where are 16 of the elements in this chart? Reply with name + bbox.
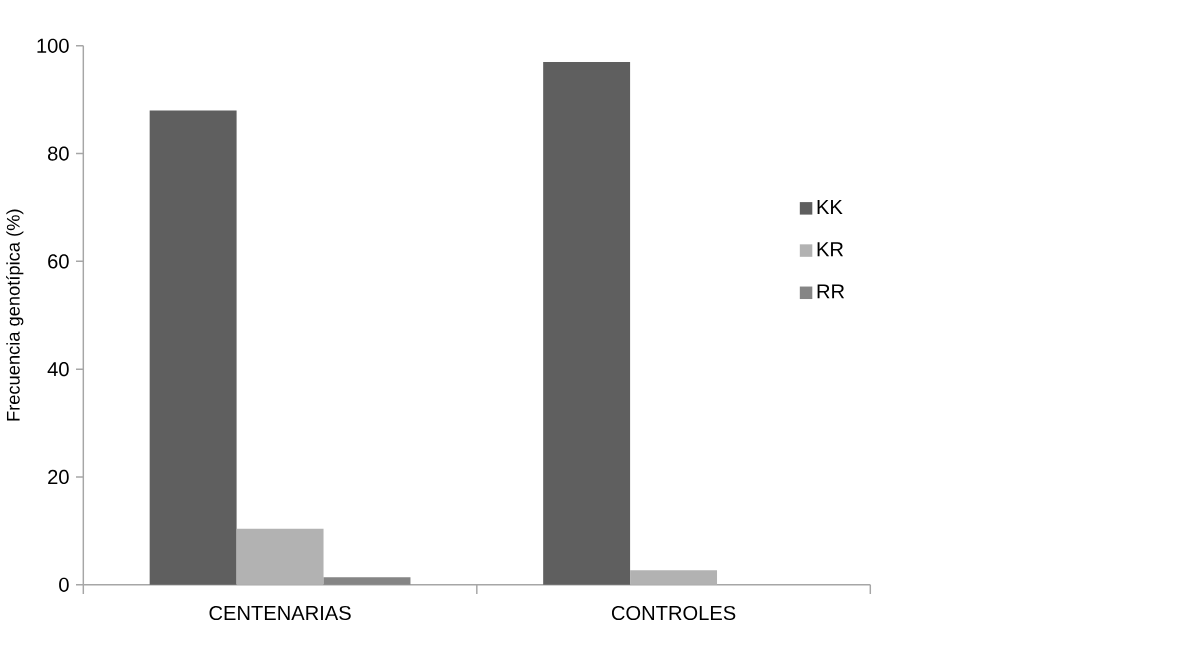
bar xyxy=(149,110,237,585)
y-tick-label: 80 xyxy=(48,146,69,161)
bar xyxy=(236,528,324,585)
y-tick-label: 40 xyxy=(47,362,69,377)
y-tick-label: 100 xyxy=(37,38,69,54)
x-tick-label: CENTENARIAS xyxy=(209,606,351,621)
legend-label: RR xyxy=(817,284,845,299)
legend-label: KR xyxy=(817,242,844,257)
x-tick-label: CONTROLES xyxy=(611,606,736,621)
legend-label: KK xyxy=(817,200,843,215)
y-tick-label: 0 xyxy=(59,577,69,593)
bar xyxy=(543,62,631,585)
y-tick-label: 60 xyxy=(48,254,69,269)
bar xyxy=(323,577,411,585)
y-axis-title: Frecuencia genotípica (%) xyxy=(6,209,24,421)
y-tick-label: 20 xyxy=(48,470,69,485)
